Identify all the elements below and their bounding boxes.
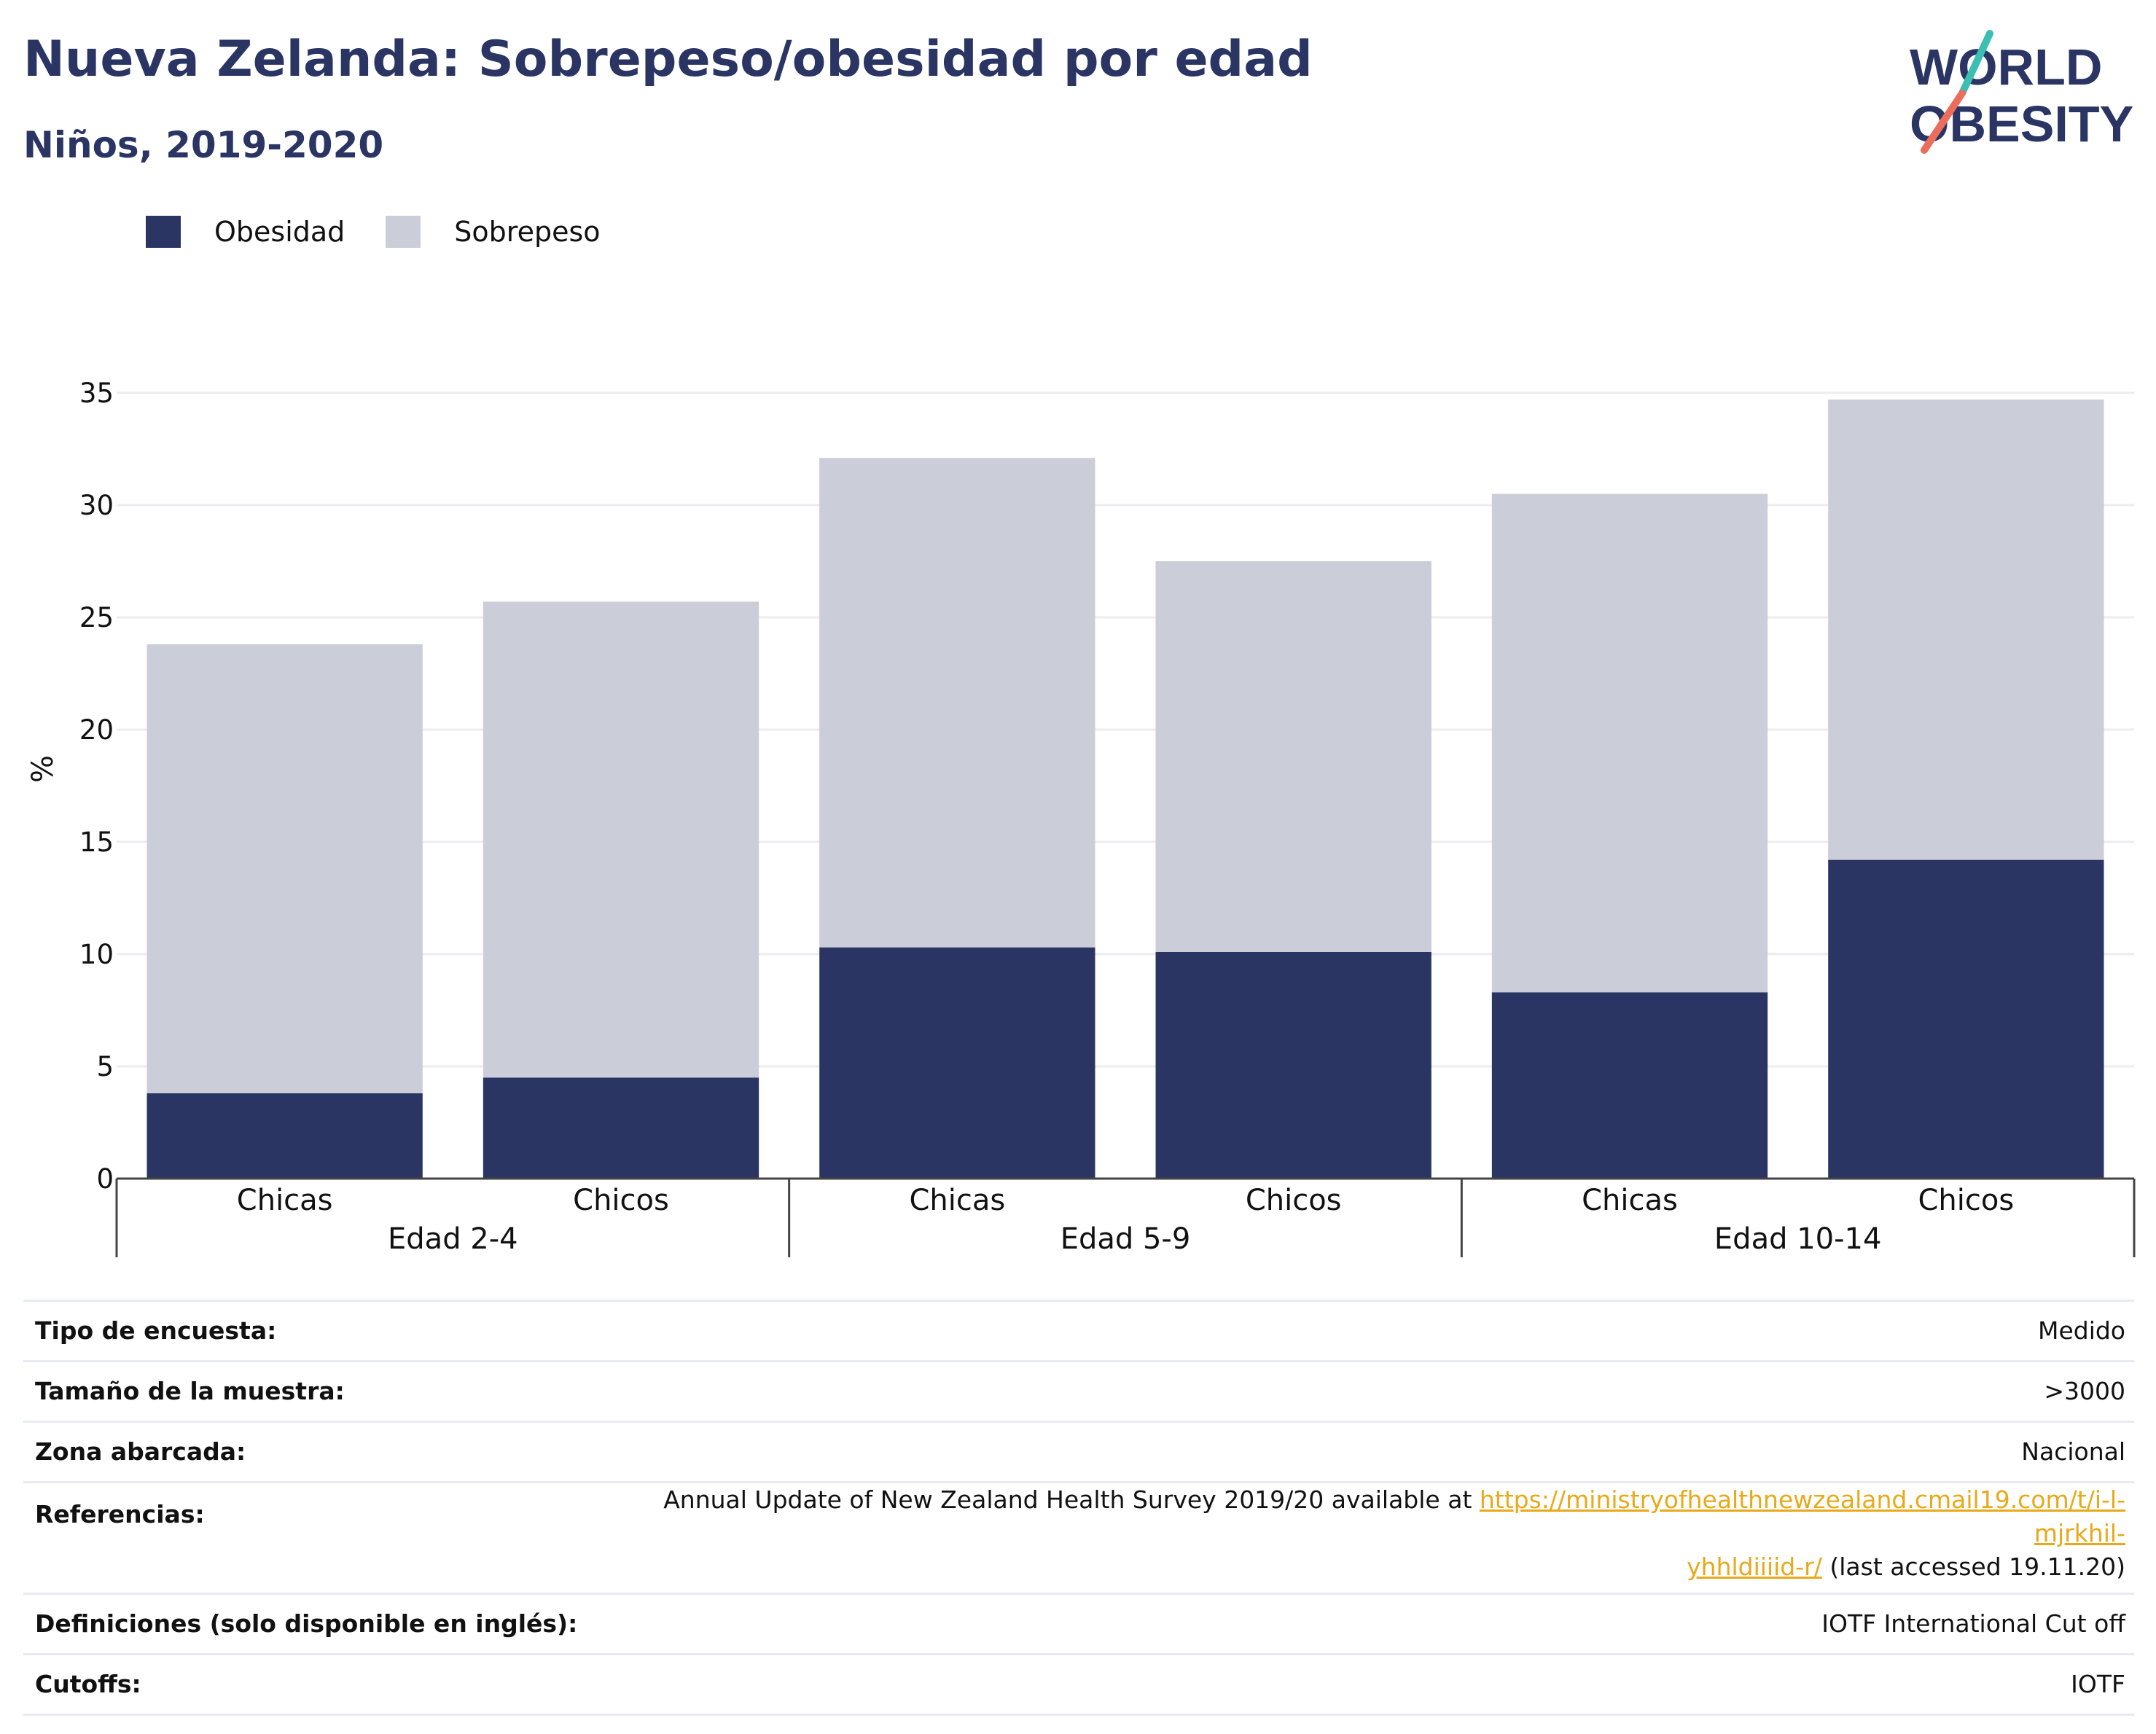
x-tick-label: Chicos [573,1184,669,1217]
legend-swatch-sobrepeso [386,216,421,248]
legend-label-sobrepeso: Sobrepeso [454,216,601,248]
y-tick-label: 35 [79,378,114,409]
y-axis-label: % [26,755,60,783]
info-key: Cutoffs: [23,1653,578,1716]
info-value: IOTF [577,1653,2134,1716]
info-value: >3000 [577,1360,2134,1422]
logo-word-2: OBESITY [1910,95,2133,152]
info-row: Tamaño de la muestra: >3000 [23,1360,2134,1422]
x-tick-label: Chicos [1246,1184,1342,1217]
logo-word-1: WORLD [1910,39,2102,95]
bar-obesidad-0 [147,1093,423,1179]
y-tick-label: 20 [79,714,114,746]
logo-slash-teal [1958,30,1993,97]
x-group-label: Edad 5-9 [1061,1222,1191,1256]
y-tick-label: 30 [79,490,114,521]
page-subtitle: Niños, 2019-2020 [23,124,384,166]
bar-sobrepeso-0 [147,644,423,1093]
bar-sobrepeso-5 [1828,399,2104,860]
bar-obesidad-4 [1491,992,1768,1179]
y-tick-label: 15 [79,827,114,858]
info-key: Definiciones (solo disponible en inglés)… [23,1593,578,1655]
info-key: Tipo de encuesta: [23,1300,578,1362]
y-tick-label: 25 [79,602,114,633]
logo-slash-coral [1921,90,1966,154]
bar-obesidad-3 [1155,951,1432,1179]
x-group-label: Edad 10-14 [1714,1222,1882,1256]
bar-sobrepeso-4 [1491,493,1768,993]
stacked-bar-chart: 0 5 10 15 20 25 30 35% Chicas Chicos Chicas Chicos C… [26,378,2136,1257]
survey-info-table: Tipo de encuesta: Medido Tamaño de la mues… [23,1300,2134,1716]
legend-swatch-obesidad [146,216,181,248]
y-tick-label: 10 [79,939,114,970]
reference-text: Annual Update of New Zealand Health Surv… [663,1485,1480,1514]
info-value: Medido [577,1300,2134,1362]
chart-legend: Obesidad Sobrepeso [146,216,641,248]
y-tick-label: 5 [96,1051,114,1082]
info-key: Referencias: [23,1481,578,1594]
bar-sobrepeso-3 [1155,561,1432,952]
info-value: Nacional [577,1421,2134,1483]
x-tick-label: Chicas [1582,1184,1678,1217]
reference-link-part1[interactable]: https://ministryofhealthnewzealand.cmail… [1479,1485,2125,1547]
info-row: Zona abarcada: Nacional [23,1421,2134,1483]
x-group-label: Edad 2-4 [388,1222,518,1256]
bar-obesidad-2 [819,947,1095,1179]
reference-suffix: (last accessed 19.11.20) [1821,1553,2125,1581]
x-tick-label: Chicas [909,1184,1005,1217]
legend-item-obesidad[interactable]: Obesidad [146,216,345,248]
page-title: Nueva Zelanda: Sobrepeso/obesidad por ed… [23,31,1313,88]
bar-sobrepeso-2 [819,458,1095,948]
y-tick-label: 0 [96,1163,114,1195]
legend-item-sobrepeso[interactable]: Sobrepeso [386,216,601,248]
info-value: Annual Update of New Zealand Health Surv… [577,1481,2134,1594]
info-key: Zona abarcada: [23,1421,578,1483]
info-value: IOTF International Cut off [577,1593,2134,1655]
bar-obesidad-1 [483,1077,759,1179]
info-row: Definiciones (solo disponible en inglés)… [23,1593,2134,1655]
bar-obesidad-5 [1828,859,2104,1179]
x-tick-label: Chicas [237,1184,333,1217]
legend-label-obesidad: Obesidad [214,216,345,248]
bar-sobrepeso-1 [483,601,759,1078]
x-tick-label: Chicos [1918,1184,2014,1217]
reference-link-part2[interactable]: yhhldiiiid-r/ [1687,1553,1822,1581]
world-obesity-logo: WORLD OBESITY [1910,30,2133,154]
info-row: Cutoffs: IOTF [23,1653,2134,1716]
info-row: Referencias: Annual Update of New Zealand… [23,1481,2134,1594]
info-row: Tipo de encuesta: Medido [23,1300,2134,1362]
info-key: Tamaño de la muestra: [23,1360,578,1422]
